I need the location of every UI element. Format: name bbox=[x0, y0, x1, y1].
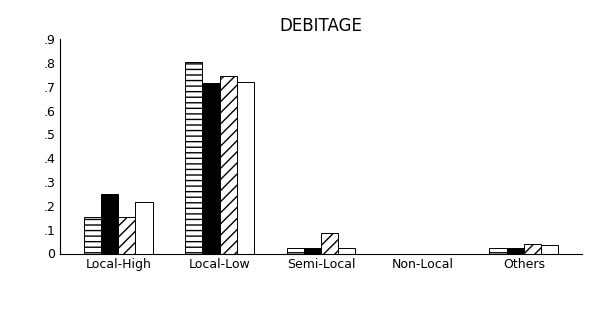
Bar bbox=[287, 248, 304, 254]
Bar bbox=[84, 216, 101, 254]
Bar bbox=[136, 202, 152, 254]
Bar bbox=[101, 194, 118, 254]
Bar bbox=[541, 245, 558, 254]
Bar bbox=[506, 248, 524, 254]
Bar bbox=[304, 248, 321, 254]
Bar bbox=[185, 62, 202, 254]
Bar bbox=[321, 233, 338, 254]
Bar bbox=[338, 248, 355, 254]
Title: DEBITAGE: DEBITAGE bbox=[280, 17, 362, 35]
Bar bbox=[524, 244, 541, 254]
Bar bbox=[237, 82, 254, 254]
Bar bbox=[202, 83, 220, 254]
Bar bbox=[220, 76, 237, 254]
Bar bbox=[490, 248, 506, 254]
Bar bbox=[118, 216, 136, 254]
